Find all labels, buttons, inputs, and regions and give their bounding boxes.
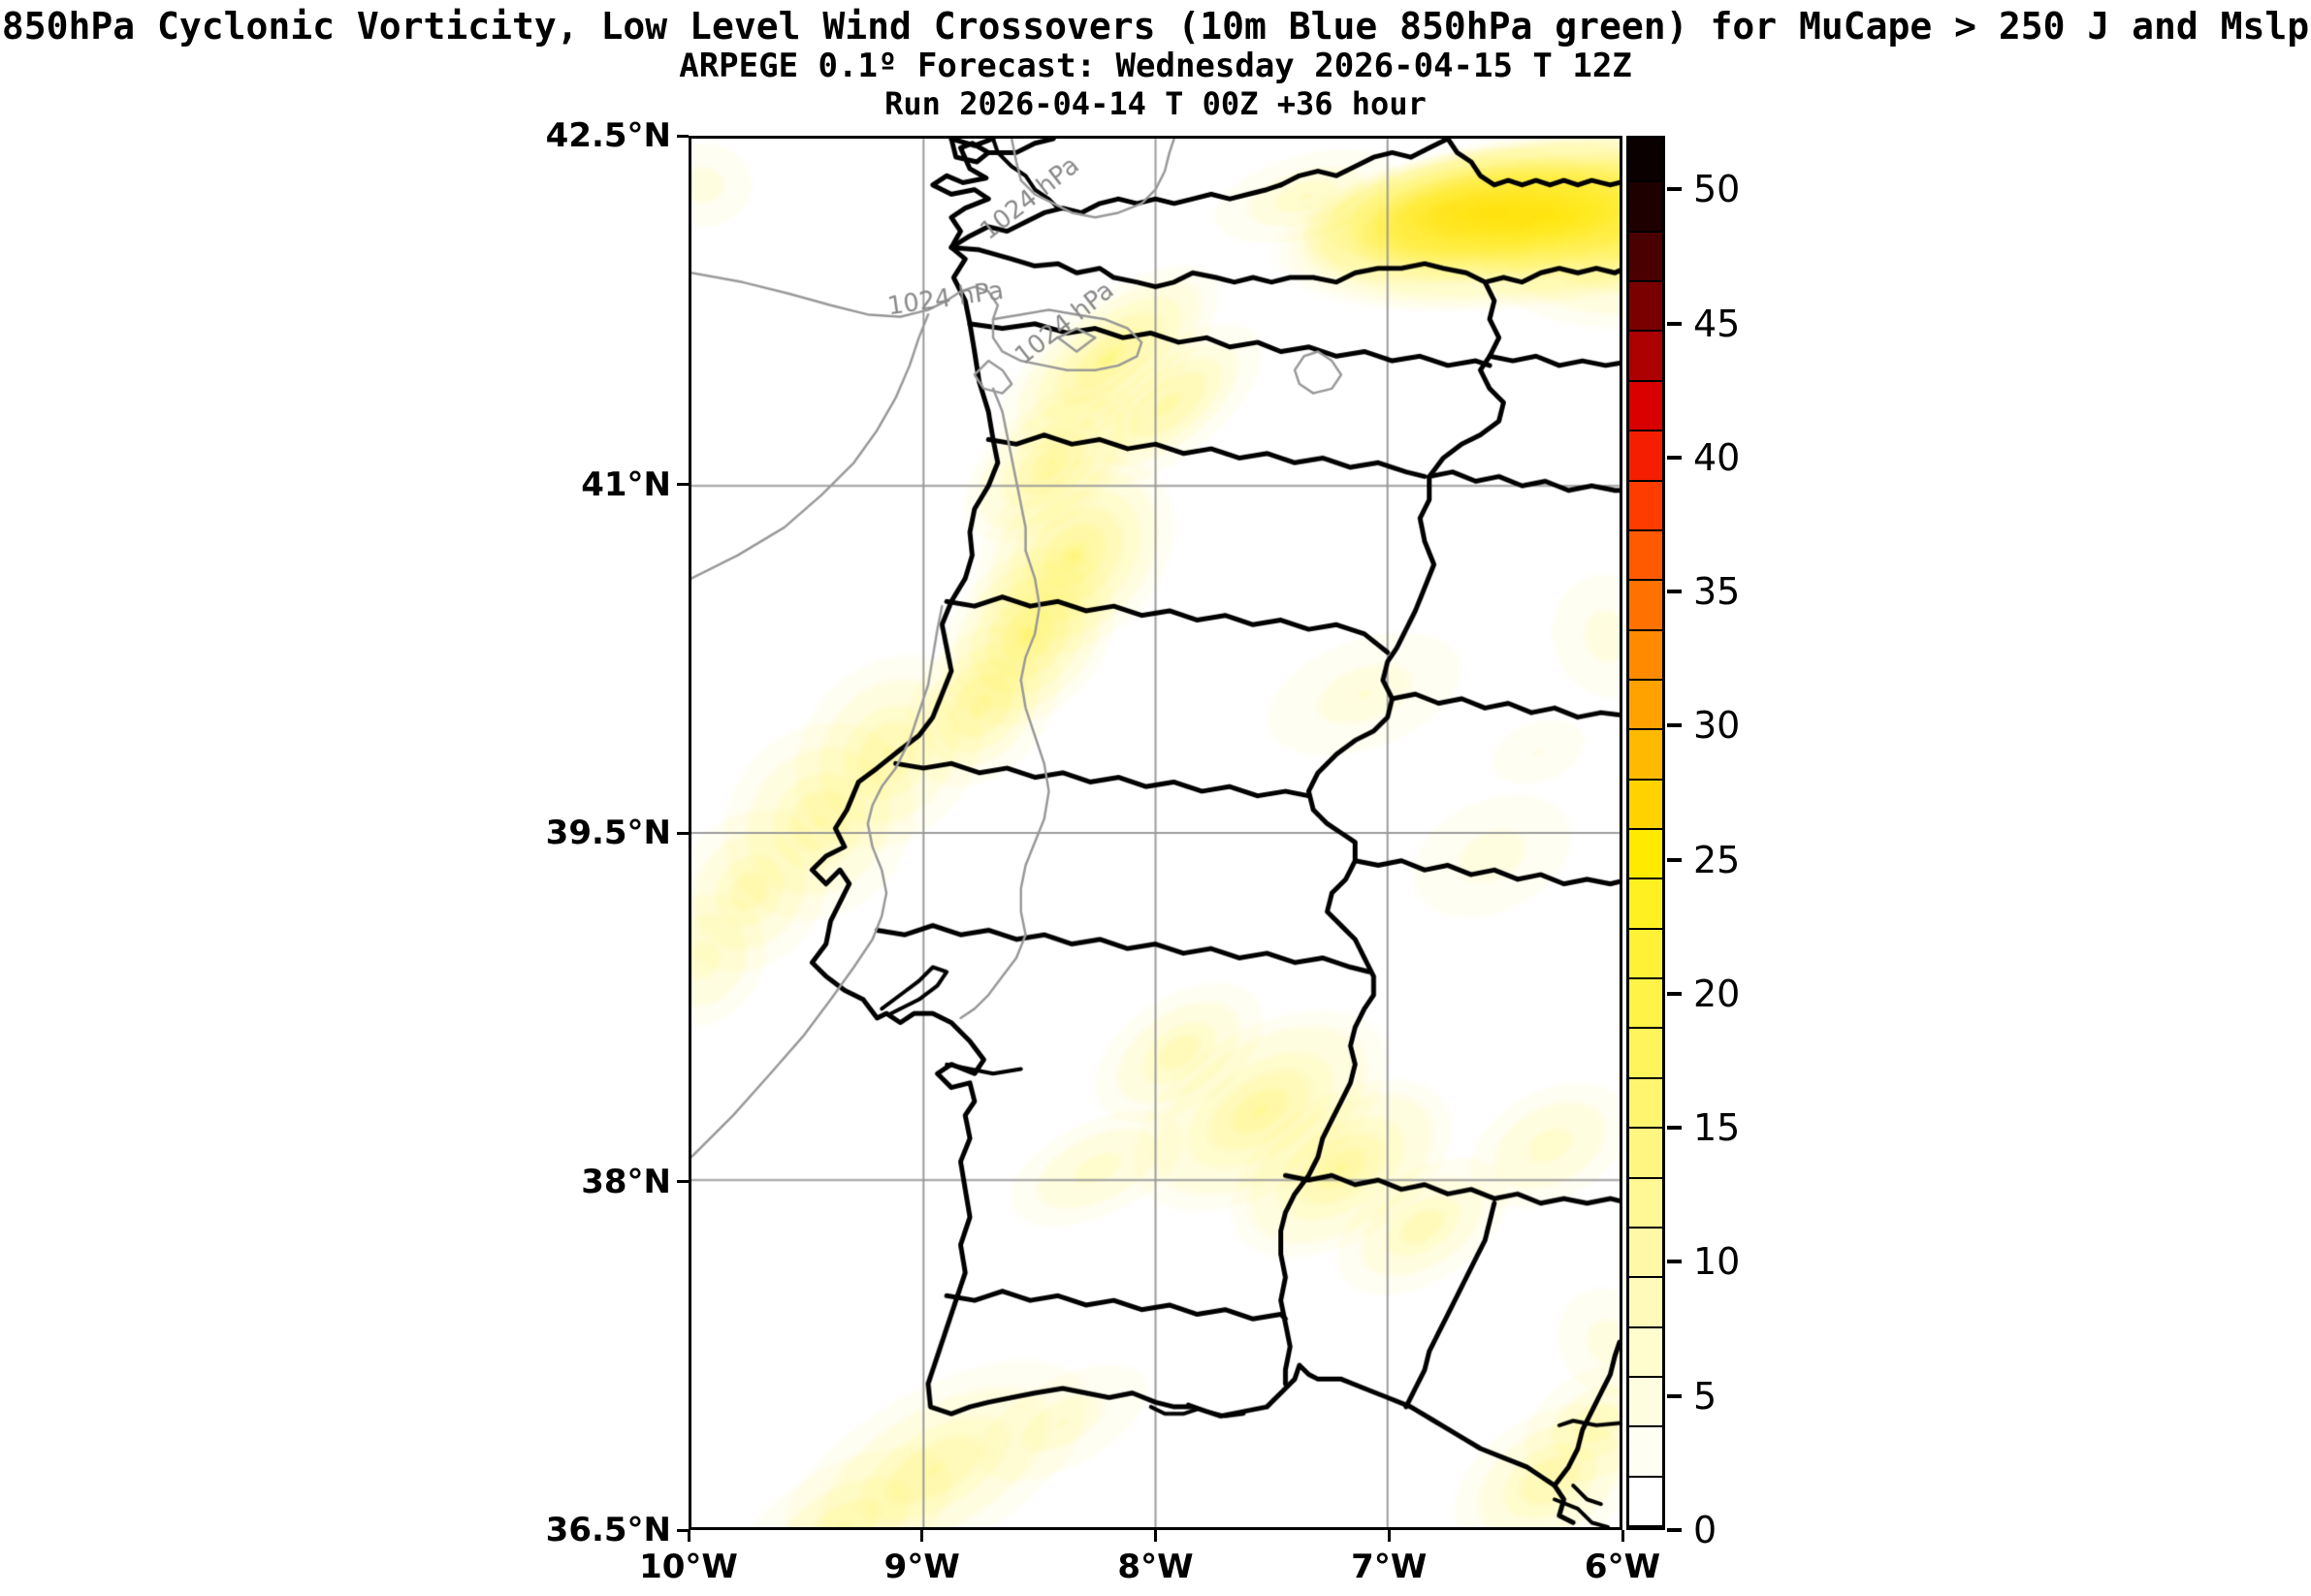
- y-axis-label: 41°N: [581, 464, 671, 504]
- colorbar-tick-label: 5: [1693, 1374, 1717, 1418]
- colorbar-tick-label: 0: [1693, 1509, 1717, 1551]
- colorbar-tick: [1667, 455, 1682, 460]
- colorbar-band: [1629, 1178, 1662, 1229]
- colorbar-band: [1629, 1377, 1662, 1428]
- x-axis-label: 7°W: [1351, 1548, 1428, 1586]
- colorbar-band: [1629, 780, 1662, 830]
- chart-subtitle: ARPEGE 0.1º Forecast: Wednesday 2026-04-…: [679, 47, 1632, 85]
- x-axis-label: 9°W: [883, 1548, 960, 1586]
- y-axis-tick: [677, 1180, 689, 1183]
- colorbar-band: [1629, 1029, 1662, 1079]
- colorbar-band: [1629, 1129, 1662, 1179]
- colorbar-band: [1629, 1477, 1662, 1527]
- colorbar-tick: [1667, 187, 1682, 192]
- y-axis-tick: [677, 1528, 689, 1532]
- colorbar-band: [1629, 332, 1662, 382]
- x-axis-label: 10°W: [639, 1548, 738, 1586]
- colorbar-tick-label: 10: [1693, 1240, 1741, 1284]
- colorbar-band: [1629, 431, 1662, 482]
- colorbar-tick-label: 45: [1693, 302, 1741, 345]
- colorbar-band: [1629, 1228, 1662, 1279]
- chart-title: 850hPa Cyclonic Vorticity, Low Level Win…: [1, 5, 2310, 48]
- colorbar-tick-label: 25: [1693, 838, 1741, 881]
- colorbar-band: [1629, 139, 1662, 183]
- y-axis-label: 36.5°N: [545, 1511, 671, 1549]
- colorbar-tick-label: 20: [1693, 972, 1741, 1015]
- colorbar-tick-label: 35: [1693, 570, 1741, 614]
- y-axis-label: 39.5°N: [545, 814, 671, 852]
- y-axis-tick: [677, 831, 689, 835]
- x-axis-tick: [687, 1530, 690, 1542]
- colorbar-band: [1629, 929, 1662, 980]
- x-axis-tick: [1387, 1530, 1391, 1542]
- colorbar-band: [1629, 232, 1662, 283]
- colorbar-band: [1629, 481, 1662, 531]
- colorbar-band: [1629, 1278, 1662, 1328]
- colorbar-tick: [1667, 1126, 1682, 1131]
- colorbar-tick: [1667, 991, 1682, 996]
- chart-run-annotation: Run 2026-04-14 T 00Z +36 hour: [884, 85, 1427, 122]
- x-axis-tick: [1154, 1530, 1157, 1542]
- colorbar-band: [1629, 282, 1662, 333]
- colorbar-band: [1629, 182, 1662, 233]
- x-axis-tick: [920, 1530, 924, 1542]
- colorbar-tick: [1667, 590, 1682, 594]
- colorbar-band: [1629, 730, 1662, 781]
- colorbar-band: [1629, 879, 1662, 930]
- y-axis-label: 38°N: [581, 1162, 671, 1201]
- colorbar-tick: [1667, 857, 1682, 862]
- map-overlay: [691, 139, 1620, 1527]
- colorbar-band: [1629, 381, 1662, 432]
- x-axis-tick: [1621, 1530, 1624, 1542]
- x-axis-label: 8°W: [1117, 1548, 1194, 1586]
- y-axis-tick: [677, 483, 689, 486]
- title-block: 850hPa Cyclonic Vorticity, Low Level Win…: [0, 0, 2311, 122]
- y-axis-label: 42.5°N: [545, 116, 671, 155]
- colorbar-tick-label: 50: [1693, 168, 1741, 211]
- colorbar: [1626, 136, 1665, 1530]
- colorbar-band: [1629, 630, 1662, 681]
- colorbar-tick-label: 15: [1693, 1106, 1741, 1150]
- colorbar-band: [1629, 830, 1662, 880]
- x-axis-label: 6°W: [1584, 1548, 1661, 1586]
- colorbar-band: [1629, 1427, 1662, 1478]
- map-plot-area: [689, 136, 1622, 1530]
- colorbar-band: [1629, 680, 1662, 731]
- colorbar-band: [1629, 979, 1662, 1030]
- colorbar-band: [1629, 1327, 1662, 1378]
- colorbar-tick-label: 40: [1693, 435, 1741, 479]
- colorbar-tick: [1667, 1393, 1682, 1398]
- colorbar-band: [1629, 1078, 1662, 1130]
- colorbar-tick: [1667, 321, 1682, 326]
- colorbar-tick: [1667, 1260, 1682, 1264]
- colorbar-band: [1629, 530, 1662, 582]
- colorbar-tick: [1667, 1528, 1682, 1532]
- colorbar-tick-label: 30: [1693, 704, 1741, 748]
- y-axis-tick: [677, 134, 689, 138]
- colorbar-tick: [1667, 723, 1682, 728]
- colorbar-band: [1629, 581, 1662, 631]
